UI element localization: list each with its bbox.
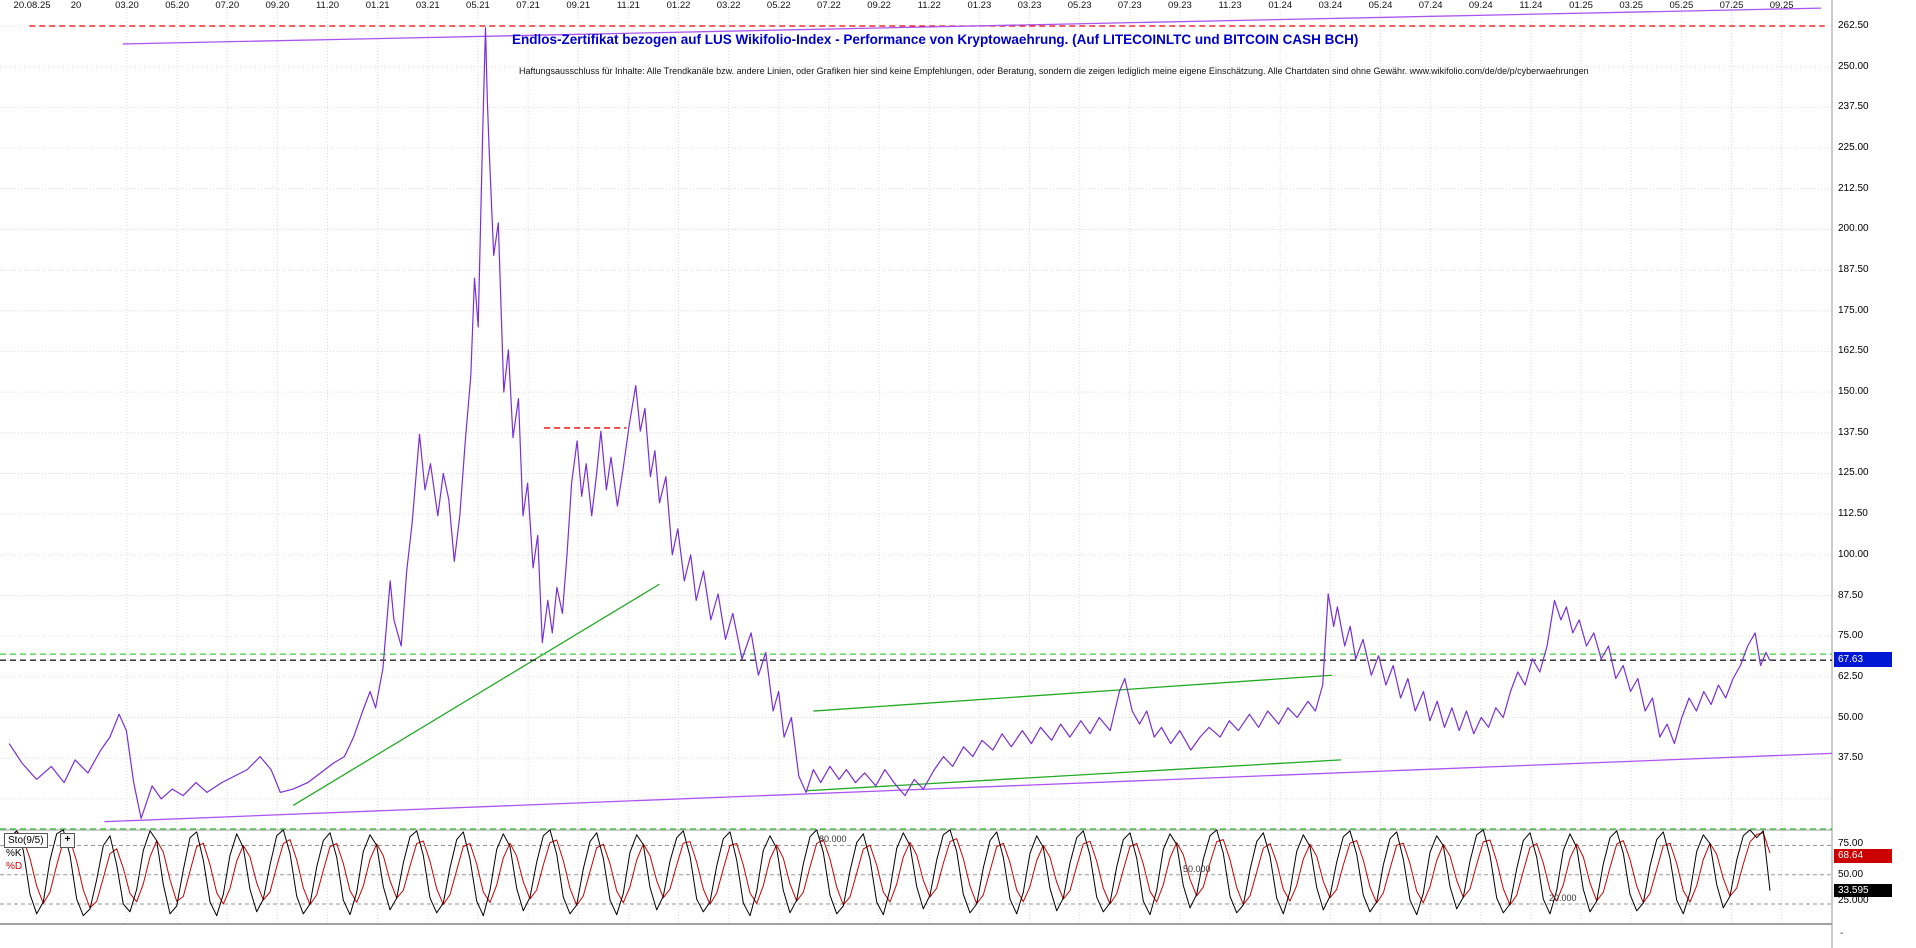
sto-k-legend: %K	[6, 848, 22, 859]
x-axis-label: 03.25	[1619, 0, 1644, 11]
trendline-green-support-2022-2024	[806, 759, 1342, 792]
y-axis-label: 150.00	[1838, 386, 1869, 398]
y-axis-label: 262.50	[1838, 20, 1869, 32]
trendline-green-uptrend-2020-2021	[292, 583, 660, 806]
y-axis-label: 137.50	[1838, 426, 1869, 438]
sto-axis-label: 50.00	[1838, 869, 1864, 880]
y-axis-label: 175.00	[1838, 304, 1869, 316]
x-axis-label: 07.25	[1719, 0, 1744, 11]
x-axis-label: 01.23	[967, 0, 992, 11]
x-axis-label: 05.23	[1067, 0, 1092, 11]
x-axis-label: 20.08.25	[13, 0, 51, 11]
x-axis-label: 11.21	[616, 0, 640, 11]
x-axis-label: 11.20	[315, 0, 340, 11]
x-axis-label: 05.24	[1368, 0, 1393, 11]
y-axis-label: 200.00	[1838, 223, 1869, 235]
x-axis-label: 09.24	[1468, 0, 1493, 11]
y-axis-label: 50.00	[1838, 711, 1864, 723]
sto-level-label: 20.000	[1549, 893, 1577, 903]
x-axis-label: 01.24	[1268, 0, 1293, 11]
axis-corner-mark: -	[1840, 928, 1844, 939]
sto-k-line	[9, 829, 1771, 917]
sto-d-value-label: 68.64	[1834, 849, 1892, 863]
x-axis-label: 09.23	[1168, 0, 1192, 11]
y-axis-label: 225.00	[1838, 142, 1869, 154]
y-axis-label: 125.00	[1838, 467, 1869, 479]
sto-d-line	[9, 830, 1771, 909]
y-axis-label: 237.50	[1838, 101, 1869, 113]
sto-axis-label: 75.00	[1838, 838, 1864, 849]
x-axis-label: 07.21	[516, 0, 540, 11]
y-axis-label: 75.00	[1838, 630, 1864, 642]
x-axis-label: 09.21	[566, 0, 591, 11]
sto-axis-label: 25.000	[1838, 895, 1869, 906]
y-axis-label: 37.50	[1838, 752, 1864, 764]
y-axis-label: 250.00	[1838, 60, 1869, 72]
x-axis-label: 20	[70, 0, 82, 11]
x-axis-label: 07.22	[817, 0, 841, 11]
x-axis-label: 09.25	[1769, 0, 1794, 11]
sto-level-label: 80.000	[819, 834, 847, 844]
y-axis-label: 100.00	[1838, 548, 1869, 560]
disclaimer-text: Haftungsausschluss für Inhalte: Alle Tre…	[519, 66, 1589, 76]
x-axis-label: 01.25	[1569, 0, 1593, 11]
x-axis-label: 05.25	[1669, 0, 1694, 11]
x-axis-label: 05.21	[466, 0, 490, 11]
sto-d-legend: %D	[6, 861, 23, 872]
sto-level-label: 50.000	[1183, 864, 1211, 874]
indicator-label[interactable]: Sto(9/5)	[4, 833, 48, 848]
y-axis-label: 62.50	[1838, 670, 1864, 682]
y-axis-label: 87.50	[1838, 589, 1864, 601]
x-axis-label: 07.23	[1117, 0, 1142, 11]
x-axis-label: 03.20	[115, 0, 139, 11]
y-axis-label: 112.50	[1838, 508, 1868, 520]
x-axis-label: 05.20	[165, 0, 189, 11]
x-axis-label: 09.22	[867, 0, 891, 11]
trendline-upper-purple-trendline	[122, 7, 1822, 45]
chart-title: Endlos-Zertifikat bezogen auf LUS Wikifo…	[512, 32, 1359, 47]
sto-k-value-label: 33.595	[1834, 884, 1892, 897]
last-price-label: 67.63	[1834, 652, 1892, 667]
y-axis-label: 187.50	[1838, 264, 1869, 276]
x-axis-label: 01.21	[365, 0, 390, 11]
trendline-long-term-purple-support	[104, 752, 1833, 823]
y-axis-label: 162.50	[1838, 345, 1869, 357]
x-axis-label: 07.20	[215, 0, 240, 11]
x-axis-label: 05.22	[766, 0, 791, 11]
x-axis-label: 11.24	[1519, 0, 1543, 11]
x-axis-label: 09.20	[265, 0, 290, 11]
x-axis-label: 03.21	[415, 0, 440, 11]
price-line	[8, 27, 1771, 820]
y-axis-label: 212.50	[1838, 182, 1869, 194]
x-axis-label: 11.23	[1218, 0, 1242, 11]
x-axis-label: 07.24	[1418, 0, 1443, 11]
x-axis-label: 01.22	[666, 0, 691, 11]
x-axis-label: 03.22	[716, 0, 741, 11]
x-axis-label: 03.23	[1017, 0, 1042, 11]
trendline-green-resistance-2022-2024	[813, 674, 1332, 712]
x-axis-label: 11.22	[917, 0, 941, 11]
indicator-expand-button[interactable]: +	[60, 833, 75, 848]
x-axis-label: 03.24	[1318, 0, 1343, 11]
